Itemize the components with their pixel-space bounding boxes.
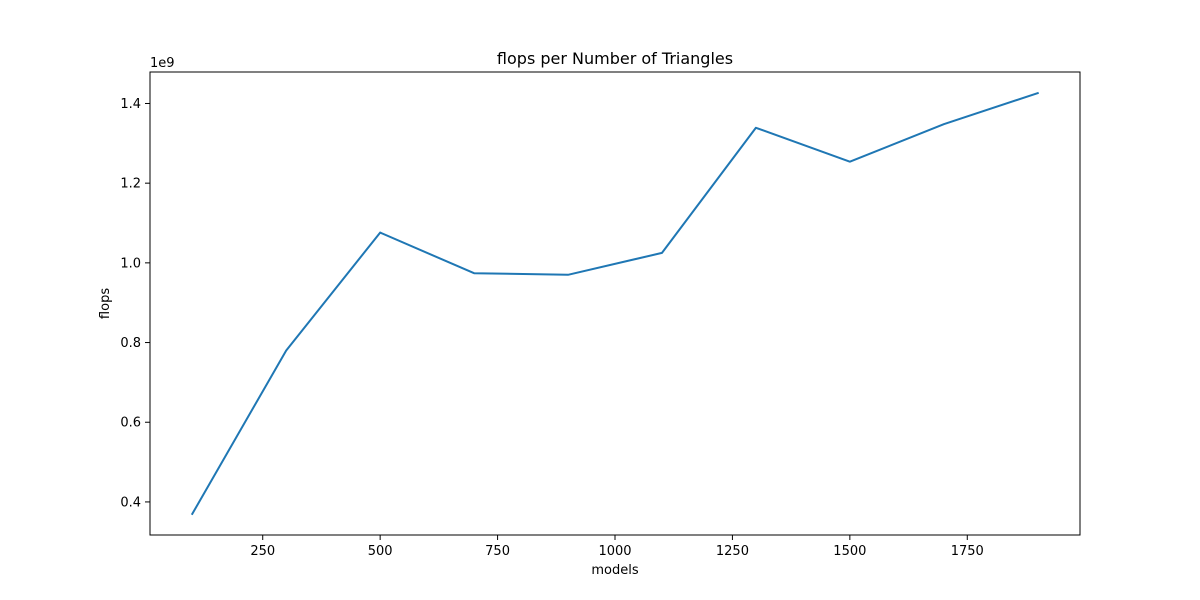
y-tick-label: 0.6 — [120, 416, 141, 431]
x-tick-label: 1000 — [598, 544, 631, 559]
x-tick-label: 1750 — [951, 544, 984, 559]
y-tick-label: 1.2 — [120, 177, 141, 192]
series-line — [190, 91, 1039, 516]
chart-title: flops per Number of Triangles — [497, 49, 733, 68]
x-tick-label: 750 — [485, 544, 510, 559]
x-tick-label: 1500 — [833, 544, 866, 559]
x-axis-label: models — [591, 563, 638, 578]
y-tick-label: 0.8 — [120, 336, 141, 351]
plot-frame — [149, 71, 1081, 536]
y-axis-label: flops — [98, 288, 113, 319]
y-tick-label: 1.0 — [120, 256, 141, 271]
axis-ticks: 250 500 750 1000 1250 1500 1750 0.4 0.6 0.8 1.0 1.2… — [120, 97, 984, 559]
y-tick-label: 0.4 — [120, 495, 141, 510]
x-tick-label: 500 — [368, 544, 393, 559]
x-tick-label: 250 — [250, 544, 275, 559]
x-tick-label: 1250 — [716, 544, 749, 559]
y-offset-label: 1e9 — [150, 56, 175, 71]
y-tick-label: 1.4 — [120, 97, 141, 112]
series-layer — [190, 91, 1039, 516]
